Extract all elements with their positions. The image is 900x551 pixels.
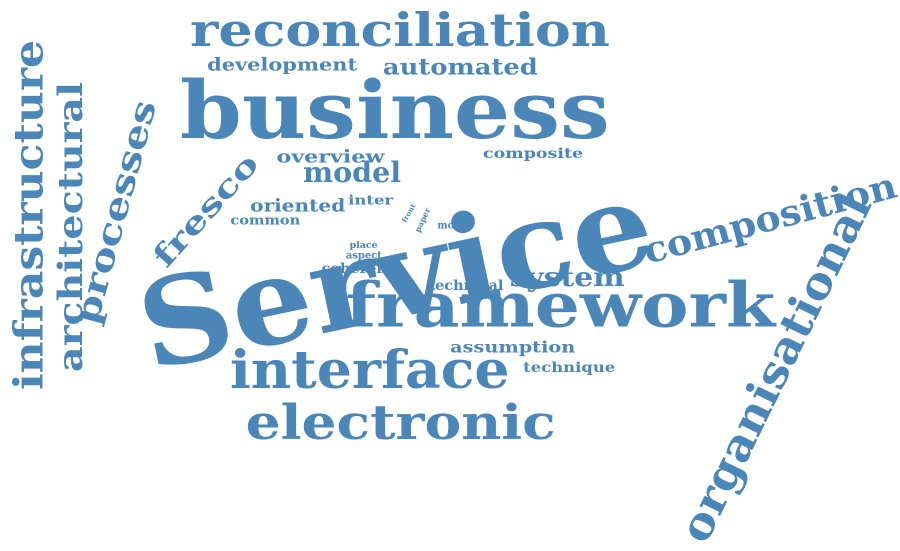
word-overview: overview [275,145,384,167]
word-technique: technique [523,358,616,376]
word-more: more [436,219,465,231]
word-framework: framework [344,268,775,342]
word-reconciliation: reconciliation [189,2,610,58]
word-system: system [509,261,625,293]
word-coherent: coherent [321,259,394,277]
word-interface: interface [229,339,510,401]
word-composite: composite [483,144,584,162]
word-development: development [207,53,358,75]
word-inter: inter [347,192,393,208]
word-technical: technical [428,276,504,294]
word-assumption: assumption [449,337,575,357]
word-common: common [229,212,300,228]
word-business: business [179,62,610,158]
word-aspect: aspect [345,249,382,261]
word-model: model [303,155,402,189]
word-architectural: architectural [50,81,91,373]
word-electronic: electronic [245,393,556,451]
word-oriented: oriented [249,194,345,216]
word-automated: automated [382,54,538,80]
word-infrastructure: infrastructure [4,39,52,391]
word-place: place [349,239,378,251]
